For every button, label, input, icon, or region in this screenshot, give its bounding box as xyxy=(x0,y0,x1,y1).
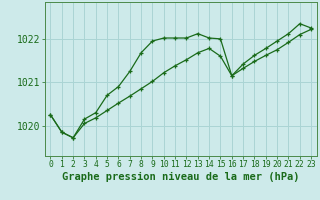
X-axis label: Graphe pression niveau de la mer (hPa): Graphe pression niveau de la mer (hPa) xyxy=(62,172,300,182)
